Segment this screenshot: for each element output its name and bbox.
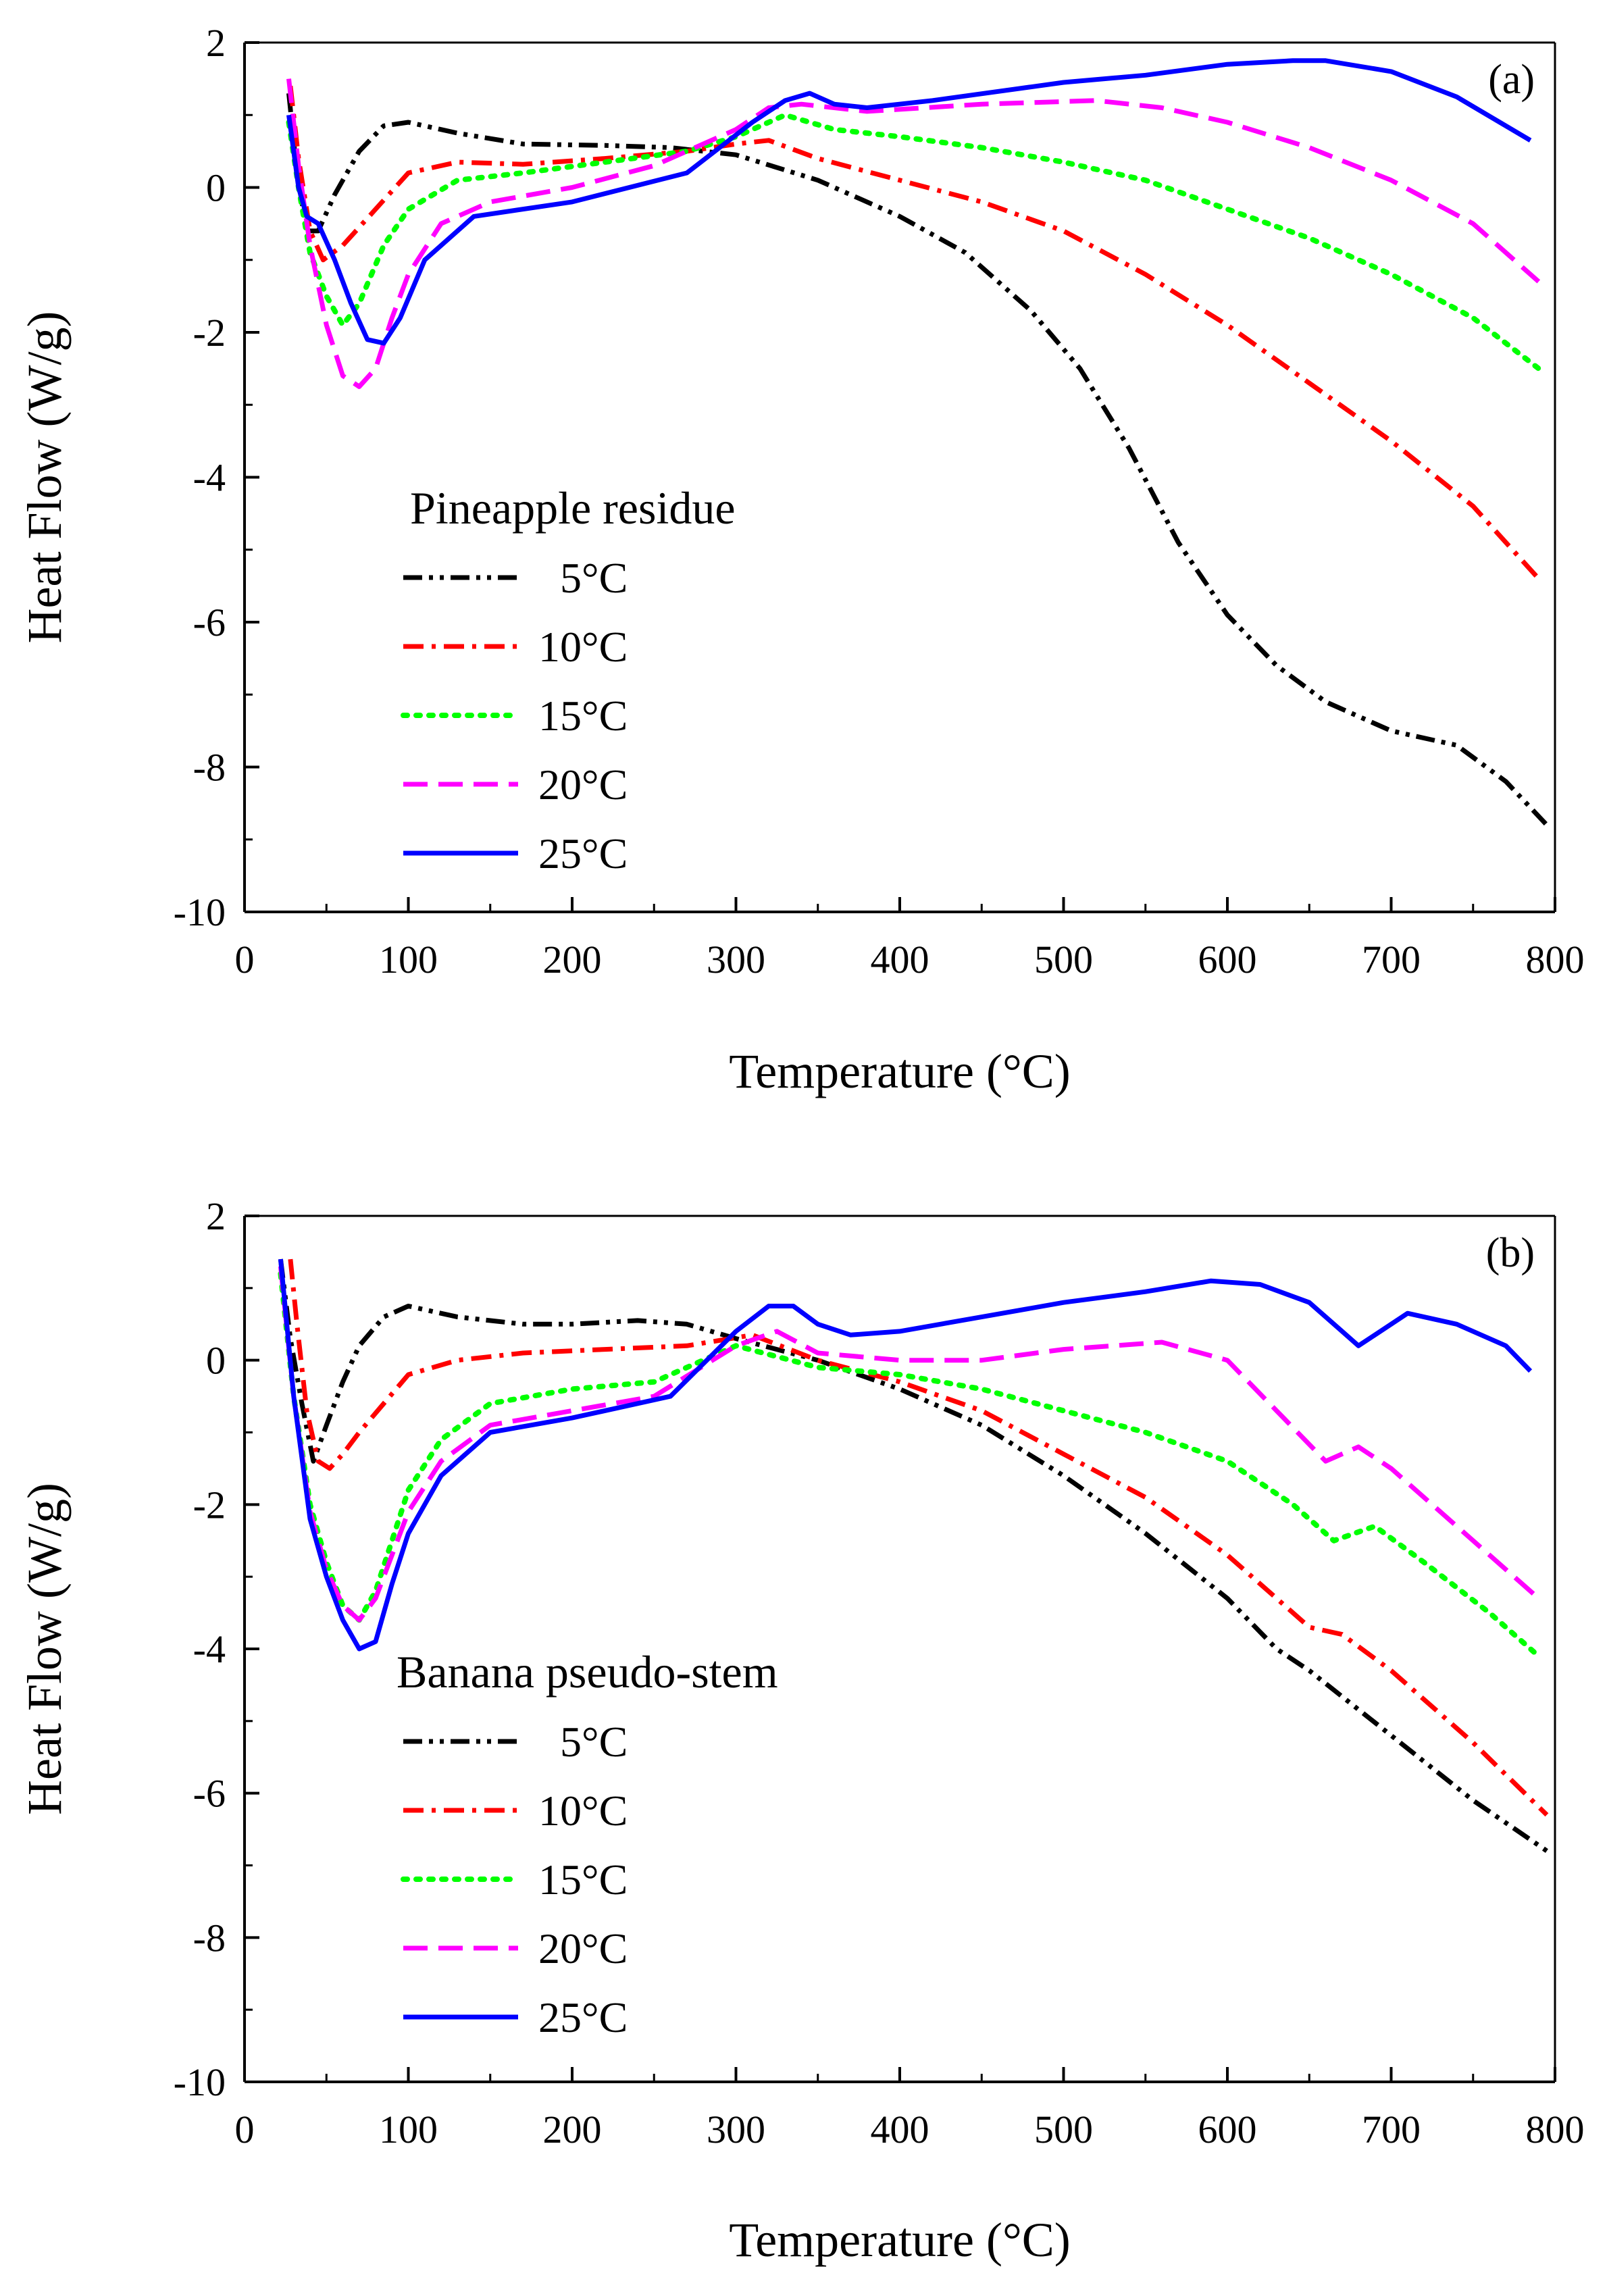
series-line-5c — [286, 93, 1549, 827]
legend-label: 10°C — [538, 1787, 628, 1835]
x-tick-label: 700 — [1362, 2108, 1421, 2151]
x-tick-label: 0 — [235, 938, 255, 981]
panel-label: (a) — [1488, 57, 1535, 103]
y-tick-label: 2 — [206, 1194, 226, 1238]
x-tick-label: 500 — [1034, 2108, 1093, 2151]
x-tick-label: 100 — [379, 2108, 438, 2151]
x-tick-label: 0 — [235, 2108, 255, 2151]
series-line-10c — [288, 85, 1541, 581]
y-tick-label: -2 — [193, 1483, 226, 1527]
x-axis-title: Temperature (°C) — [729, 1044, 1071, 1098]
x-tick-label: 100 — [379, 938, 438, 981]
legend-label: 15°C — [538, 1856, 628, 1904]
legend-label: 25°C — [538, 830, 628, 877]
y-axis-title: Heat Flow (W/g) — [18, 311, 72, 644]
x-tick-label: 300 — [707, 938, 765, 981]
y-tick-label: -10 — [174, 2060, 226, 2104]
series-line-20c — [278, 1266, 1541, 1623]
y-tick-label: -4 — [193, 1627, 226, 1671]
x-tick-label: 800 — [1526, 938, 1585, 981]
series-line-25c — [278, 1258, 1533, 1652]
chart-panel-a: 0 100 200 300 400 500 600 700 800 2 0 -2 -4 -6 -8 -10 Te… — [18, 21, 1585, 1098]
legend-label: 20°C — [538, 1924, 628, 1972]
y-tick-label: -8 — [193, 746, 226, 790]
series-line-5c — [278, 1258, 1548, 1853]
x-tick-label: 600 — [1198, 938, 1257, 981]
x-tick-label: 200 — [543, 938, 602, 981]
y-tick-label: -6 — [193, 1772, 226, 1816]
legend-title: Banana pseudo-stem — [397, 1646, 778, 1698]
series-line-15c — [278, 1271, 1541, 1659]
y-tick-label: -6 — [193, 601, 226, 644]
x-tick-label: 400 — [871, 938, 929, 981]
y-tick-label: -10 — [174, 890, 226, 934]
y-tick-label: -8 — [193, 1916, 226, 1960]
x-tick-label: 400 — [871, 2108, 929, 2151]
legend-label: 25°C — [538, 1993, 628, 2041]
y-tick-label: 0 — [206, 1339, 226, 1383]
panel-label: (b) — [1486, 1230, 1535, 1276]
y-tick-label: -4 — [193, 456, 226, 500]
x-tick-label: 700 — [1362, 938, 1421, 981]
series-line-10c — [288, 1258, 1549, 1817]
legend-label: 20°C — [538, 761, 628, 809]
series-line-25c — [286, 58, 1532, 346]
x-tick-label: 800 — [1526, 2108, 1585, 2151]
legend-label: 5°C — [560, 554, 628, 602]
chart-panel-b: 0 100 200 300 400 500 600 700 800 2 0 -2 -4 -6 -8 -10 Te… — [18, 1194, 1585, 2267]
series-line-15c — [286, 112, 1541, 372]
x-tick-label: 600 — [1198, 2108, 1257, 2151]
series-line-20c — [286, 78, 1541, 389]
x-axis-title: Temperature (°C) — [729, 2213, 1071, 2267]
legend-label: 10°C — [538, 623, 628, 671]
legend-title: Pineapple residue — [410, 482, 736, 534]
legend-label: 5°C — [560, 1718, 628, 1766]
x-tick-label: 300 — [707, 2108, 765, 2151]
legend-label: 15°C — [538, 692, 628, 740]
y-axis-title: Heat Flow (W/g) — [18, 1483, 72, 1815]
y-tick-label: 0 — [206, 166, 226, 210]
x-tick-label: 500 — [1034, 938, 1093, 981]
y-tick-label: 2 — [206, 21, 226, 65]
x-tick-label: 200 — [543, 2108, 602, 2151]
y-tick-label: -2 — [193, 311, 226, 355]
